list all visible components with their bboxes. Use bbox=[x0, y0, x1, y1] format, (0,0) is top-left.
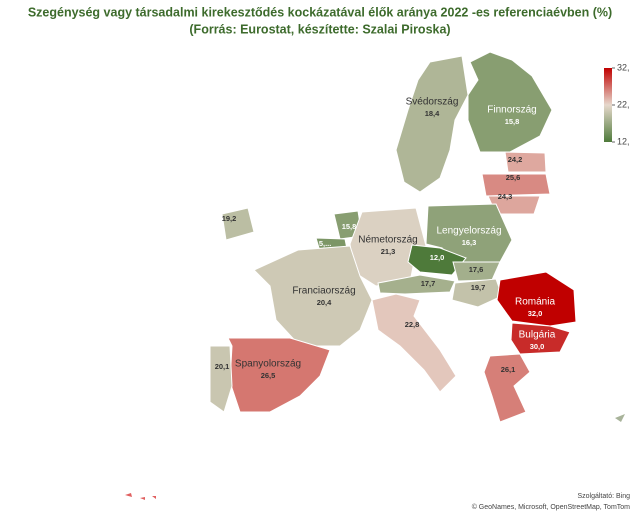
region-name: Finnország bbox=[487, 105, 536, 116]
colorbar-tick-label: 22, bbox=[617, 99, 630, 109]
region bbox=[483, 353, 531, 423]
value-label: 30,0 bbox=[530, 342, 545, 351]
value-label: 24,3 bbox=[498, 192, 513, 201]
value-label: 26,1 bbox=[501, 365, 516, 374]
value-label: 32,0 bbox=[528, 309, 543, 318]
value-label: 25,6 bbox=[506, 173, 521, 182]
value-label: 17,7 bbox=[421, 279, 436, 288]
value-label: 22,8 bbox=[405, 320, 420, 329]
value-label: 24,2 bbox=[508, 155, 523, 164]
colorbar bbox=[604, 68, 612, 142]
region bbox=[209, 345, 233, 413]
island bbox=[125, 493, 156, 500]
region bbox=[481, 173, 551, 197]
island bbox=[615, 414, 625, 422]
region bbox=[504, 151, 547, 173]
region-name: Románia bbox=[515, 297, 555, 308]
value-label: 12,0 bbox=[430, 253, 445, 262]
region bbox=[451, 278, 503, 308]
region bbox=[221, 207, 255, 241]
region bbox=[496, 271, 577, 327]
value-label: 20,1 bbox=[215, 362, 230, 371]
value-label: 15,8 bbox=[505, 117, 520, 126]
map-title: Szegénység vagy társadalmi kirekesztődés… bbox=[28, 5, 612, 19]
region-name: Svédország bbox=[406, 97, 459, 108]
value-label: 16,3 bbox=[462, 238, 477, 247]
map-subtitle: (Forrás: Eurostat, készítette: Szalai Pi… bbox=[189, 22, 450, 36]
region bbox=[227, 337, 331, 413]
value-label: 26,5 bbox=[261, 371, 276, 380]
value-label: 18,4 bbox=[425, 109, 440, 118]
region bbox=[407, 244, 467, 276]
value-label: 17,6 bbox=[469, 265, 484, 274]
region bbox=[371, 293, 457, 393]
value-label: 15,8 bbox=[342, 222, 357, 231]
region bbox=[377, 274, 456, 295]
region bbox=[395, 55, 469, 193]
region-name: Lengyelország bbox=[436, 226, 501, 237]
attribution: Szolgáltató: Bing bbox=[577, 493, 630, 500]
colorbar-tick-label: 12, bbox=[617, 136, 630, 146]
region-name: Bulgária bbox=[519, 330, 556, 341]
region bbox=[467, 51, 553, 153]
value-label: 19,7 bbox=[471, 283, 486, 292]
region bbox=[510, 322, 571, 355]
value-label: 15,... bbox=[315, 239, 332, 248]
region-name: Spanyolország bbox=[235, 359, 301, 370]
value-label: 19,2 bbox=[222, 214, 237, 223]
colorbar-tick-label: 32, bbox=[617, 62, 630, 72]
attribution: © GeoNames, Microsoft, OpenStreetMap, To… bbox=[472, 503, 630, 511]
value-label: 20,4 bbox=[317, 298, 332, 307]
region bbox=[253, 245, 373, 347]
value-label: 21,3 bbox=[381, 247, 396, 256]
region-name: Franciaország bbox=[292, 286, 355, 297]
region-name: Németország bbox=[358, 235, 417, 246]
